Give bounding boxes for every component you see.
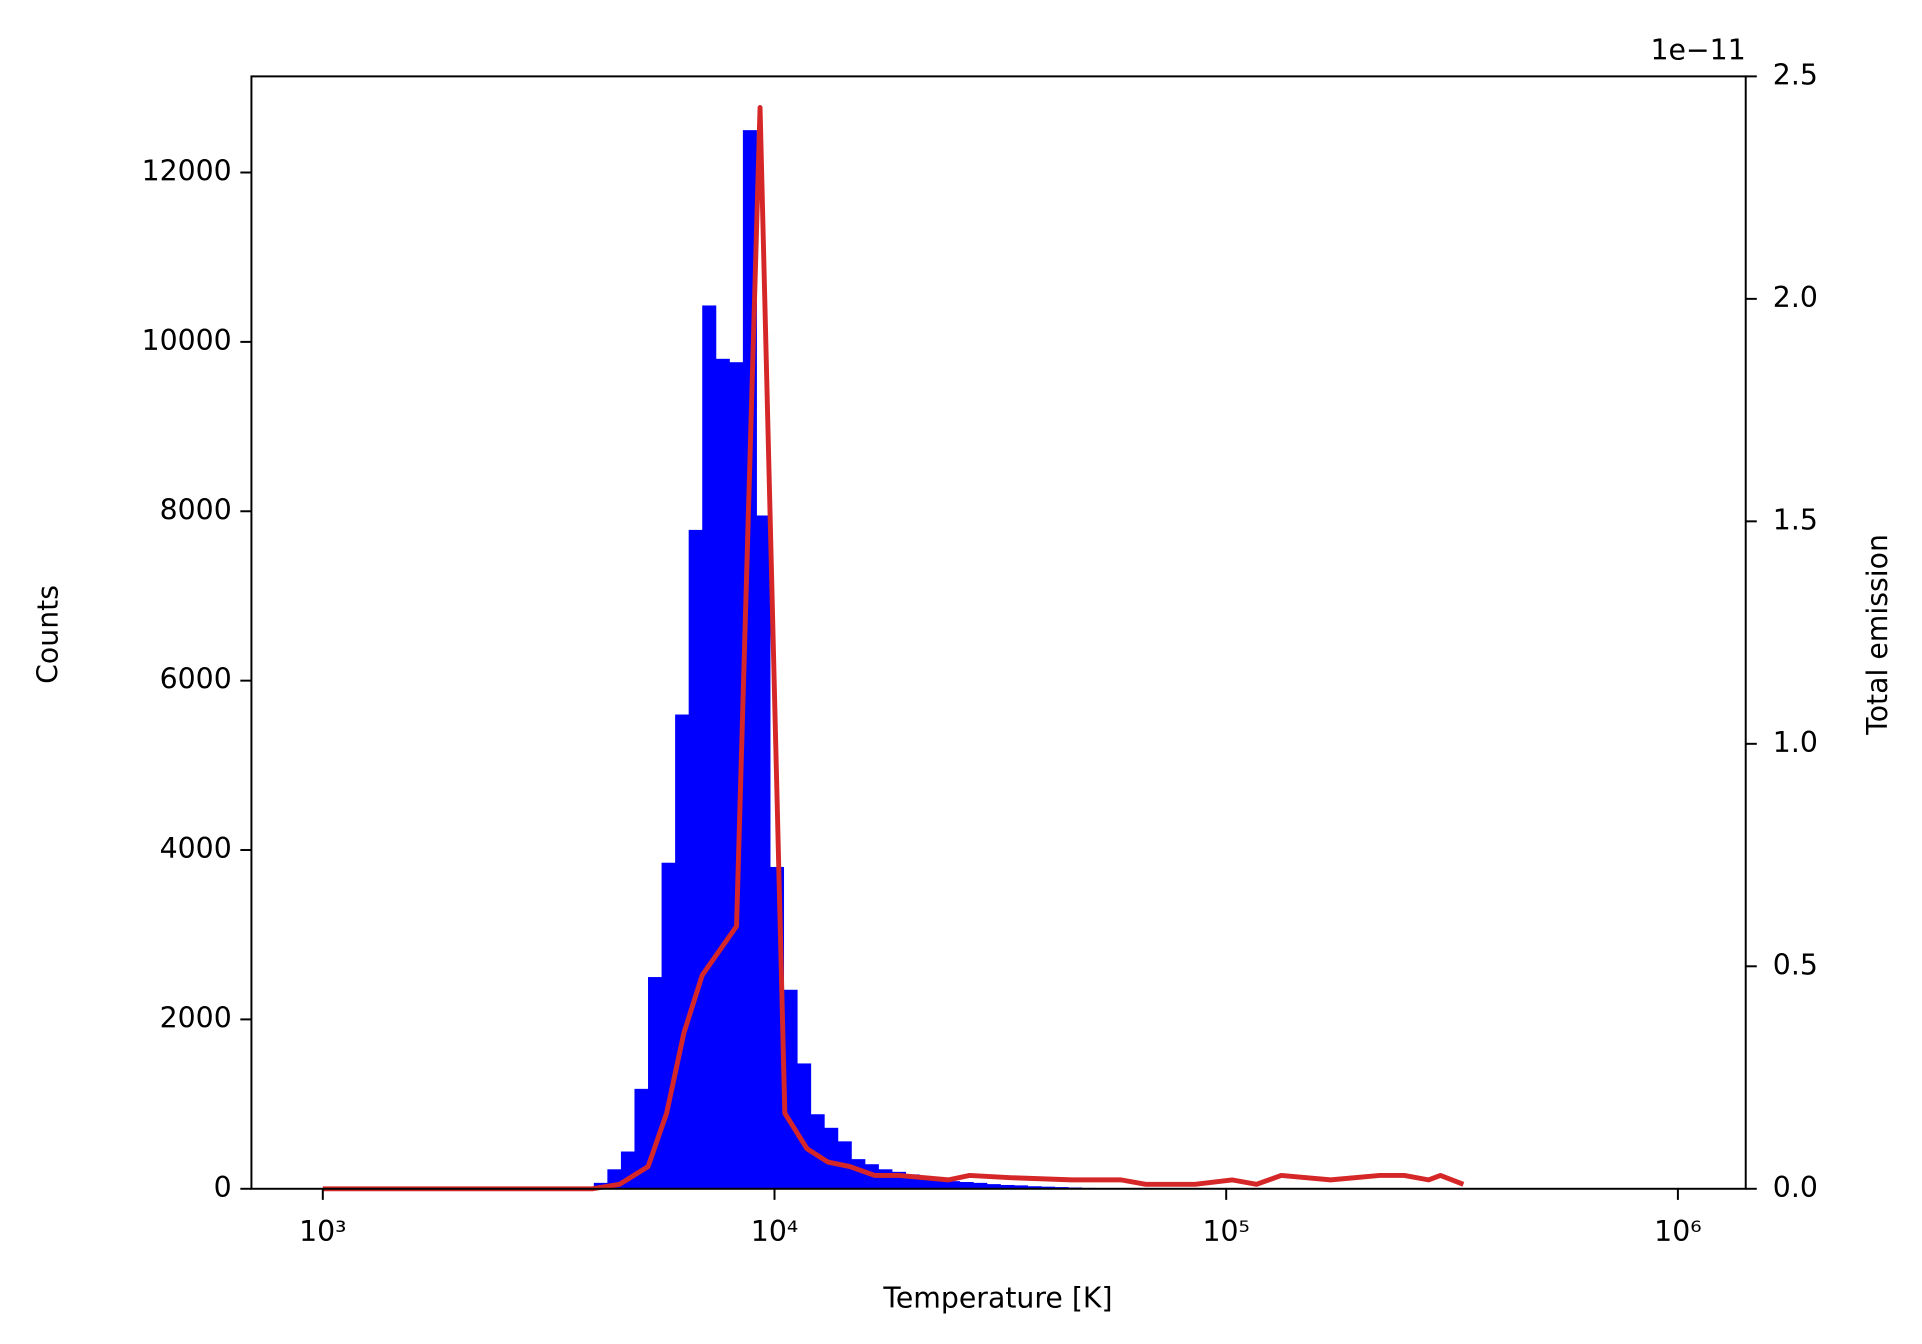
y-tick-label: 0 (214, 1171, 232, 1204)
histogram-bar (973, 1182, 988, 1189)
histogram-bar (919, 1176, 934, 1189)
y2-tick-label: 0.0 (1773, 1171, 1818, 1204)
histogram-bar (1041, 1186, 1056, 1189)
y-tick-label: 6000 (160, 663, 232, 696)
histogram-bar (878, 1169, 893, 1189)
x-tick-label: 10⁴ (751, 1215, 798, 1248)
plot-frame (250, 75, 1747, 1190)
y-tick-label: 8000 (160, 493, 232, 526)
y-tick-label: 12000 (142, 155, 232, 188)
x-tick-label: 10⁵ (1202, 1215, 1249, 1248)
histogram-bar (715, 358, 730, 1189)
histogram-bar (702, 305, 717, 1189)
histogram-bar (783, 989, 798, 1189)
histogram-bar (675, 714, 690, 1189)
y-tick-label: 2000 (160, 1001, 232, 1034)
histogram-bar (810, 1114, 825, 1189)
x-tick-label: 10³ (299, 1215, 346, 1248)
histogram-bar (688, 529, 703, 1189)
histogram-bar (1027, 1186, 1042, 1189)
y-axis-label: Counts (31, 585, 64, 684)
histogram-bar (1000, 1184, 1015, 1189)
histogram-bar (851, 1159, 866, 1189)
y2-offset-label: 1e−11 (1650, 34, 1745, 67)
y2-tick-label: 0.5 (1773, 948, 1818, 981)
y2-axis-label: Total emission (1861, 534, 1894, 736)
y2-tick-label: 2.5 (1773, 58, 1818, 91)
emission-line (322, 105, 1465, 1192)
x-tick-label: 10⁶ (1654, 1215, 1701, 1248)
y-tick-label: 4000 (160, 832, 232, 865)
x-axis-label: Temperature [K] (882, 1282, 1112, 1315)
histogram-bar (946, 1181, 961, 1189)
y2-tick-label: 1.0 (1773, 726, 1818, 759)
histogram-bar (932, 1179, 947, 1189)
histogram-bar (729, 362, 744, 1189)
histogram-bar (797, 1063, 812, 1189)
histogram-bar (959, 1182, 974, 1189)
histogram-bar (634, 1088, 649, 1189)
y-tick-label: 10000 (142, 324, 232, 357)
y2-tick-label: 2.0 (1773, 281, 1818, 314)
histogram-bar (661, 862, 676, 1189)
histogram-bar (1013, 1185, 1028, 1189)
histogram-bar (986, 1184, 1001, 1189)
histogram-bar (756, 515, 771, 1189)
histogram-bar (824, 1127, 839, 1189)
y2-tick-label: 1.5 (1773, 503, 1818, 536)
